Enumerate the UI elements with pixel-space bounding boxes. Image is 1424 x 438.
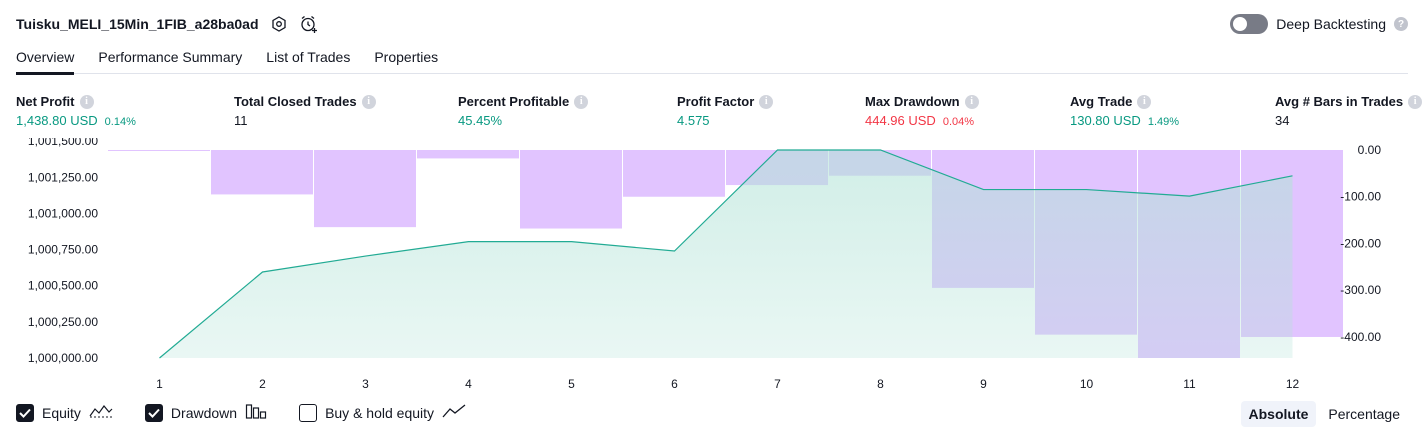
left-tick-label: 1,001,250.00: [28, 170, 98, 184]
metric-value: 130.80 USD: [1070, 113, 1141, 128]
left-tick-label: 1,000,750.00: [28, 243, 98, 257]
equity-layer: [159, 149, 1293, 359]
line-trend-icon: [442, 404, 466, 421]
report-header: Tuisku_MELI_15Min_1FIB_a28ba0ad: [16, 12, 319, 36]
metric-value: 11: [234, 113, 248, 128]
equity-checkbox[interactable]: [16, 403, 34, 422]
metric-percent-profitable: Percent Profitable i 45.45%: [458, 93, 589, 128]
toggle-knob: [1233, 17, 1248, 31]
metric-label: Avg Trade: [1070, 94, 1133, 109]
metric-value: 1,438.80 USD: [16, 113, 98, 128]
x-tick-label: 12: [1286, 377, 1300, 391]
info-icon[interactable]: i: [1137, 94, 1152, 109]
info-icon[interactable]: i: [361, 94, 376, 109]
legend-drawdown[interactable]: Drawdown: [144, 403, 267, 422]
x-tick-label: 2: [259, 377, 266, 391]
left-tick-label: 1,000,250.00: [28, 315, 98, 329]
tab-list-of-trades[interactable]: List of Trades: [266, 49, 351, 65]
metric-label: Net Profit: [16, 94, 75, 109]
deep-backtesting-label: Deep Backtesting: [1276, 16, 1386, 32]
legend-label: Drawdown: [170, 404, 238, 421]
metric-percent: 0.04%: [942, 116, 975, 128]
absolute-button[interactable]: Absolute: [1240, 401, 1317, 427]
x-tick-label: 6: [671, 377, 678, 391]
tab-properties[interactable]: Properties: [374, 49, 439, 65]
drawdown-bar: [314, 150, 416, 228]
x-tick-label: 4: [465, 377, 472, 391]
metric-value: 45.45%: [458, 113, 503, 128]
value-mode-switch: Absolute Percentage: [1240, 401, 1409, 427]
x-axis: 1 2 3 4 5 6 7 8 9 10 11 12: [156, 377, 1299, 391]
chart-legend: Equity Drawdown Buy & hold equity: [16, 403, 466, 422]
metric-label: Max Drawdown: [865, 94, 960, 109]
left-axis: 1,000,000.00 1,000,250.00 1,000,500.00 1,00…: [28, 138, 98, 365]
area-wave-icon: [89, 404, 113, 421]
percentage-button[interactable]: Percentage: [1328, 406, 1400, 422]
equity-area: [159, 150, 1293, 358]
right-axis: 0.00 -100.00 -200.00 -300.00 -400.00: [1340, 143, 1381, 344]
x-tick-label: 8: [877, 377, 884, 391]
tab-overview[interactable]: Overview: [16, 47, 75, 75]
tabs-divider: [16, 73, 1408, 74]
metric-label: Profit Factor: [677, 94, 755, 109]
x-tick-label: 10: [1080, 377, 1094, 391]
left-tick-label: 1,001,000.00: [28, 206, 98, 220]
metric-value: 34: [1275, 113, 1290, 128]
equity-drawdown-chart: 1,000,000.00 1,000,250.00 1,000,500.00 1,00…: [28, 138, 1381, 391]
info-icon[interactable]: i: [964, 94, 979, 109]
metric-percent: 1.49%: [1147, 116, 1180, 128]
deep-backtesting-toggle[interactable]: [1230, 14, 1269, 34]
info-icon[interactable]: i: [759, 94, 774, 109]
metric-avg-trade: Avg Trade i 130.80 USD 1.49%: [1070, 93, 1179, 128]
x-tick-label: 11: [1183, 377, 1196, 391]
metric-label: Total Closed Trades: [234, 94, 357, 109]
metric-value: 4.575: [677, 113, 710, 128]
x-tick-label: 9: [980, 377, 987, 391]
legend-label: Equity: [42, 404, 81, 421]
drawdown-bar: [417, 150, 519, 159]
info-icon[interactable]: i: [79, 94, 94, 109]
help-icon[interactable]: ?: [1394, 17, 1408, 31]
tab-performance-summary[interactable]: Performance Summary: [98, 49, 243, 65]
bar-columns-icon: [245, 403, 267, 422]
info-icon[interactable]: i: [1408, 94, 1423, 109]
right-tick-label: -100.00: [1340, 190, 1381, 204]
metric-label: Percent Profitable: [458, 94, 570, 109]
legend-equity[interactable]: Equity: [16, 403, 113, 422]
drawdown-bar: [211, 150, 313, 195]
alarm-clock-plus-icon[interactable]: [299, 14, 319, 34]
x-tick-label: 7: [774, 377, 781, 391]
buy-hold-checkbox[interactable]: [299, 403, 318, 422]
metric-total-closed-trades: Total Closed Trades i 11: [234, 93, 376, 128]
info-icon[interactable]: i: [574, 94, 589, 109]
x-tick-label: 5: [568, 377, 575, 391]
strategy-title: Tuisku_MELI_15Min_1FIB_a28ba0ad: [16, 16, 259, 32]
right-tick-label: 0.00: [1358, 143, 1382, 157]
legend-buy-hold[interactable]: Buy & hold equity: [299, 403, 466, 422]
right-tick-label: -300.00: [1340, 283, 1381, 297]
equity-line: [159, 149, 1293, 359]
drawdown-checkbox[interactable]: [144, 403, 163, 422]
metric-label: Avg # Bars in Trades: [1275, 94, 1404, 109]
left-tick-label: 1,000,000.00: [28, 351, 98, 365]
metric-percent: 0.14%: [104, 116, 136, 128]
metric-net-profit: Net Profit i 1,438.80 USD 0.14%: [16, 93, 136, 128]
right-tick-label: -400.00: [1340, 330, 1381, 344]
report-tabs: Overview Performance Summary List of Tra…: [16, 47, 438, 77]
drawdown-bar: [108, 150, 210, 151]
drawdown-bar: [623, 150, 725, 197]
metric-avg-bars-in-trades: Avg # Bars in Trades i 34: [1275, 93, 1423, 128]
metric-profit-factor: Profit Factor i 4.575: [677, 93, 774, 128]
left-tick-label: 1,001,500.00: [28, 138, 98, 148]
drawdown-bar: [520, 150, 622, 229]
x-tick-label: 1: [156, 377, 163, 391]
metric-value: 444.96 USD: [865, 113, 936, 128]
legend-label: Buy & hold equity: [325, 404, 435, 421]
x-tick-label: 3: [362, 377, 369, 391]
deep-backtesting: Deep Backtesting ?: [1230, 12, 1408, 36]
metric-max-drawdown: Max Drawdown i 444.96 USD 0.04%: [865, 93, 979, 128]
hexagon-gear-icon[interactable]: [269, 14, 289, 34]
left-tick-label: 1,000,500.00: [28, 279, 98, 293]
right-tick-label: -200.00: [1340, 236, 1381, 250]
